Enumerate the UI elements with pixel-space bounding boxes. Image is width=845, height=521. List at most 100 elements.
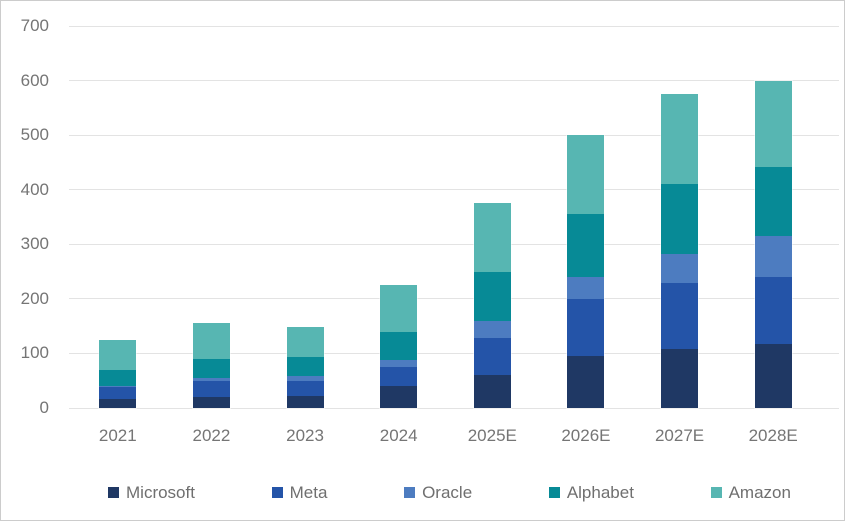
y-tick-label-100: 100 bbox=[20, 343, 49, 363]
bar-segment-amazon-2026e[interactable] bbox=[567, 135, 605, 215]
legend-item-meta[interactable]: Meta bbox=[271, 483, 328, 502]
bar-segment-meta-2021[interactable] bbox=[99, 387, 137, 400]
bar-stack-2024[interactable] bbox=[380, 285, 418, 408]
gridline-700 bbox=[69, 25, 839, 27]
y-tick-label-200: 200 bbox=[20, 288, 49, 308]
bar-segment-alphabet-2027e[interactable] bbox=[661, 184, 699, 254]
bar-segment-alphabet-2021[interactable] bbox=[99, 370, 137, 386]
x-tick-label-2024: 2024 bbox=[379, 426, 418, 445]
y-tick-label-600: 600 bbox=[20, 70, 49, 90]
y-axis-labels: 0 100 200 300 400 500 600 700 bbox=[1, 1, 49, 520]
x-tick-label-2022: 2022 bbox=[192, 426, 231, 445]
bar-segment-oracle-2024[interactable] bbox=[380, 360, 418, 367]
bar-stack-2026e[interactable] bbox=[567, 135, 605, 408]
bar-segment-oracle-2027e[interactable] bbox=[661, 253, 699, 283]
bar-segment-amazon-2025e[interactable] bbox=[473, 203, 511, 272]
legend-swatch-oracle bbox=[404, 487, 416, 498]
bar-segment-amazon-2023[interactable] bbox=[286, 327, 324, 358]
x-axis-labels: 2021 2022 2023 2024 2025E 2026E 2027E 2028E bbox=[71, 408, 820, 446]
bar-segment-oracle-2028e[interactable] bbox=[754, 235, 792, 278]
y-tick-label-400: 400 bbox=[20, 179, 49, 199]
bar-segment-meta-2028e[interactable] bbox=[754, 277, 792, 344]
gridline-500 bbox=[69, 134, 839, 136]
bar-group-2023 bbox=[258, 26, 352, 408]
bar-segment-microsoft-2028e[interactable] bbox=[754, 343, 792, 408]
bar-segment-alphabet-2028e[interactable] bbox=[754, 167, 792, 236]
y-tick-label-300: 300 bbox=[20, 234, 49, 254]
legend-label-oracle: Oracle bbox=[422, 483, 473, 502]
bar-stack-2023[interactable] bbox=[286, 327, 324, 408]
legend-label-microsoft: Microsoft bbox=[126, 483, 195, 502]
bar-group-2024 bbox=[352, 26, 446, 408]
bars-area bbox=[71, 26, 820, 408]
legend-swatch-meta bbox=[271, 487, 283, 498]
gridline-600 bbox=[69, 80, 839, 82]
legend-swatch-amazon bbox=[710, 487, 722, 498]
legend-label-amazon: Amazon bbox=[728, 483, 791, 502]
bar-group-2026e bbox=[539, 26, 633, 408]
y-tick-label-500: 500 bbox=[20, 125, 49, 145]
bar-segment-alphabet-2026e[interactable] bbox=[567, 214, 605, 278]
bar-segment-meta-2025e[interactable] bbox=[473, 337, 511, 376]
bar-group-2021 bbox=[71, 26, 165, 408]
x-tick-label-2027e: 2027E bbox=[654, 426, 705, 445]
legend-item-oracle[interactable]: Oracle bbox=[404, 484, 472, 501]
bar-segment-meta-2023[interactable] bbox=[286, 381, 324, 396]
x-tick-label-2026e: 2026E bbox=[561, 426, 611, 445]
gridline-100 bbox=[69, 352, 839, 354]
gridline-200 bbox=[69, 298, 839, 300]
bar-segment-microsoft-2026e[interactable] bbox=[567, 356, 605, 408]
x-tick-label-2023: 2023 bbox=[286, 426, 324, 445]
bar-stack-2021[interactable] bbox=[99, 339, 137, 408]
bar-segment-amazon-2028e[interactable] bbox=[754, 80, 792, 168]
legend-item-microsoft[interactable]: Microsoft bbox=[108, 484, 195, 501]
bar-segment-alphabet-2022[interactable] bbox=[192, 358, 230, 378]
bar-segment-microsoft-2023[interactable] bbox=[286, 396, 324, 408]
x-tick-label-2028e: 2028E bbox=[748, 426, 798, 445]
bar-segment-microsoft-2022[interactable] bbox=[192, 397, 230, 408]
bar-segment-oracle-2021[interactable] bbox=[99, 385, 137, 388]
gridline-300 bbox=[69, 243, 839, 245]
y-tick-label-0: 0 bbox=[39, 398, 49, 417]
bar-segment-alphabet-2025e[interactable] bbox=[473, 271, 511, 321]
legend-label-meta: Meta bbox=[289, 483, 328, 502]
legend-swatch-alphabet bbox=[548, 487, 560, 498]
bar-segment-microsoft-2021[interactable] bbox=[99, 399, 137, 408]
gridline-400 bbox=[69, 189, 839, 191]
bar-segment-amazon-2021[interactable] bbox=[99, 339, 137, 371]
bar-group-2028e bbox=[726, 26, 820, 408]
bar-segment-oracle-2026e[interactable] bbox=[567, 277, 605, 299]
gridline-0 bbox=[69, 407, 839, 409]
bar-stack-2027e[interactable] bbox=[661, 94, 699, 408]
x-tick-label-2021: 2021 bbox=[98, 426, 137, 445]
bar-group-2022 bbox=[165, 26, 259, 408]
bar-segment-amazon-2022[interactable] bbox=[192, 323, 230, 359]
bar-segment-meta-2024[interactable] bbox=[380, 366, 418, 387]
legend-label-alphabet: Alphabet bbox=[566, 483, 634, 502]
plot-area bbox=[69, 25, 839, 409]
legend-item-alphabet[interactable]: Alphabet bbox=[548, 483, 634, 502]
bar-segment-microsoft-2025e[interactable] bbox=[473, 375, 511, 408]
legend-swatch-microsoft bbox=[108, 487, 119, 498]
bar-group-2027e bbox=[633, 26, 727, 408]
bar-segment-amazon-2027e[interactable] bbox=[661, 94, 699, 185]
legend-item-amazon[interactable]: Amazon bbox=[710, 483, 791, 502]
bar-group-2025e bbox=[446, 26, 540, 408]
bar-stack-2028e[interactable] bbox=[754, 80, 792, 408]
bar-segment-oracle-2022[interactable] bbox=[192, 377, 230, 382]
bar-segment-oracle-2023[interactable] bbox=[286, 375, 324, 382]
bar-segment-meta-2026e[interactable] bbox=[567, 298, 605, 357]
bar-segment-alphabet-2024[interactable] bbox=[380, 332, 418, 361]
bar-segment-meta-2022[interactable] bbox=[192, 381, 230, 398]
bar-segment-microsoft-2024[interactable] bbox=[380, 386, 418, 408]
bar-segment-amazon-2024[interactable] bbox=[380, 285, 418, 333]
bar-stack-2022[interactable] bbox=[192, 323, 230, 408]
y-tick-label-700: 700 bbox=[20, 16, 49, 35]
bar-segment-microsoft-2027e[interactable] bbox=[661, 349, 699, 408]
legend: Microsoft Meta Oracle Alphabet Amazon bbox=[108, 484, 791, 501]
bar-segment-alphabet-2023[interactable] bbox=[286, 357, 324, 376]
bar-segment-oracle-2025e[interactable] bbox=[473, 320, 511, 338]
bar-segment-meta-2027e[interactable] bbox=[661, 282, 699, 350]
bar-stack-2025e[interactable] bbox=[473, 203, 511, 408]
